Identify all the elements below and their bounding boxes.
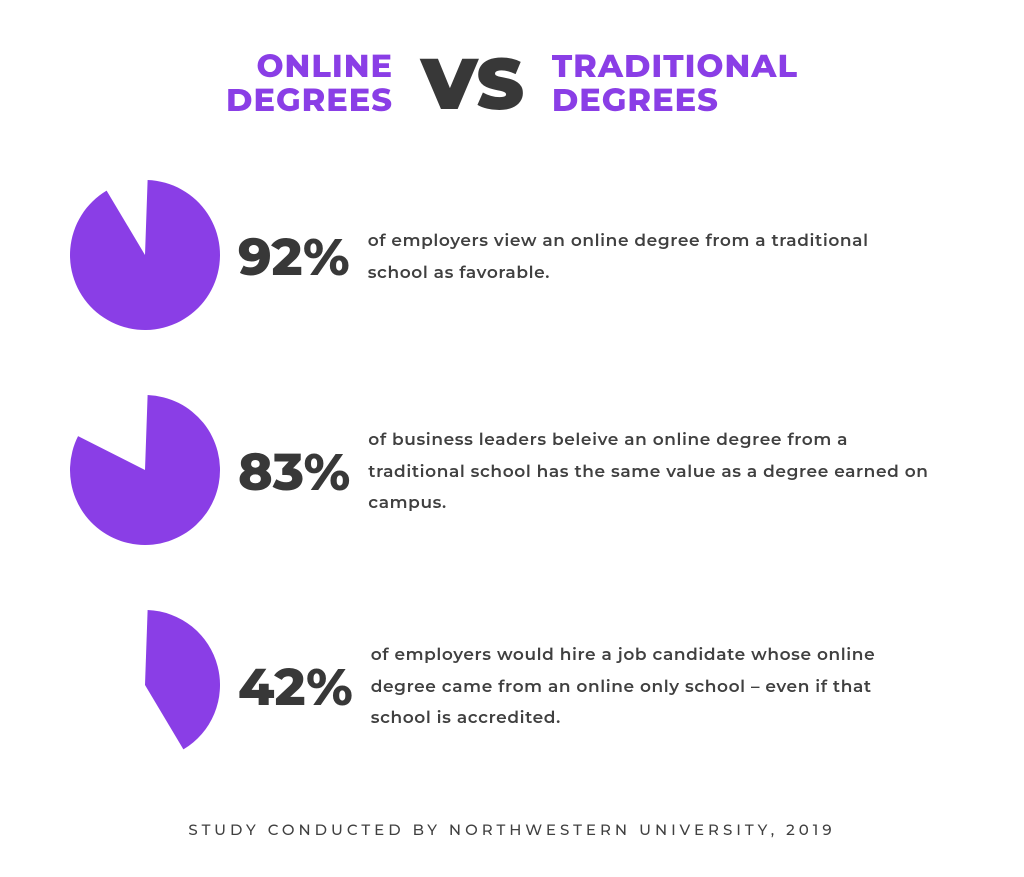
pie-chart-icon [70,610,220,765]
header: ONLINE DEGREES VS TRADITIONAL DEGREES [0,0,1024,120]
header-left: ONLINE DEGREES [226,50,393,117]
stat-row: 83% of business leaders beleive an online… [70,395,934,550]
stat-percent: 83% [238,447,350,499]
stat-description: of business leaders beleive an online de… [368,425,934,519]
pie-chart-icon [70,395,220,550]
header-vs: VS [421,48,524,120]
footer-credit: STUDY CONDUCTED BY NORTHWESTERN UNIVERSI… [0,820,1024,839]
stat-row: 42% of employers would hire a job candida… [70,610,934,765]
header-right-line1: TRADITIONAL [552,50,798,84]
header-left-line1: ONLINE [226,50,393,84]
stat-description: of employers would hire a job candidate … [371,640,934,734]
pie-chart-icon [70,180,220,335]
header-right: TRADITIONAL DEGREES [552,50,798,117]
stat-description: of employers view an online degree from … [368,226,934,289]
stat-percent: 92% [238,232,350,284]
header-left-line2: DEGREES [226,84,393,118]
stats-list: 92% of employers view an online degree fr… [0,120,1024,765]
stat-percent: 42% [238,662,353,714]
stat-row: 92% of employers view an online degree fr… [70,180,934,335]
header-right-line2: DEGREES [552,84,798,118]
